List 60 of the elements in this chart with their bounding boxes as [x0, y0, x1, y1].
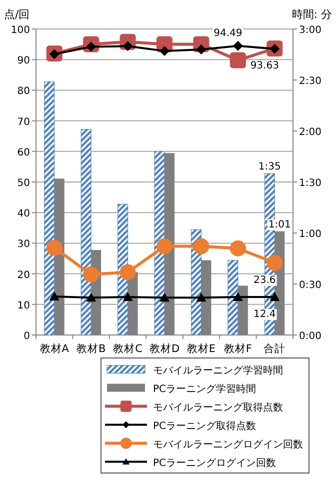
point	[270, 292, 280, 302]
bar	[80, 129, 92, 336]
x-tick-label: 教材D	[149, 342, 180, 355]
y2-tick-label: 2:30	[299, 76, 322, 87]
y2-tick-label: 1:00	[299, 229, 322, 240]
y-tick-label: 10	[17, 300, 30, 312]
legend-label: PCラーニングログイン回数	[153, 458, 276, 469]
y2-tick-label: 3:00	[299, 25, 322, 36]
point	[193, 238, 210, 254]
bar	[44, 81, 55, 336]
point	[232, 40, 243, 51]
x-tick-label: 教材A	[40, 342, 70, 355]
legend-label: モバイルラーニングログイン回数	[153, 439, 303, 450]
y2-tick-label: 2:00	[299, 127, 322, 138]
point	[49, 291, 60, 300]
point	[230, 52, 246, 68]
legend-label: PCラーニング取得点数	[153, 420, 256, 432]
legend-label: モバイルラーニング取得点数	[153, 401, 283, 414]
x-tick-label: 教材F	[224, 342, 252, 355]
y2-axis-title: 時間: 分	[292, 8, 332, 21]
point	[122, 292, 133, 302]
x-tick-label: 教材C	[113, 342, 142, 355]
y-tick-label: 0	[24, 331, 30, 342]
legend-label: モバイルラーニング学習時間	[153, 364, 283, 376]
y-tick-label: 60	[17, 147, 30, 158]
y-axis-title: 点/回	[4, 8, 30, 21]
point	[232, 292, 243, 302]
bar	[228, 260, 238, 336]
y-tick-label: 70	[17, 116, 30, 128]
point	[160, 292, 170, 302]
y-tick-label: 80	[17, 86, 30, 98]
y-tick-label: 40	[17, 208, 30, 220]
point	[120, 264, 136, 280]
y2-tick-label: 0:30	[299, 280, 322, 291]
data-label: 1:01	[268, 219, 291, 230]
data-label: 1:35	[258, 162, 281, 172]
x-tick-label: 教材E	[186, 342, 216, 355]
y2-tick-label: 0:00	[299, 331, 322, 342]
data-label: 93.63	[250, 60, 279, 72]
y2-tick-label: 1:30	[299, 178, 322, 189]
y-tick-label: 30	[17, 239, 30, 250]
y-tick-label: 20	[17, 270, 30, 281]
x-tick-label: 合計	[264, 342, 286, 355]
x-tick-label: 教材B	[76, 342, 106, 355]
bar	[154, 151, 165, 336]
point	[230, 240, 246, 256]
point	[266, 254, 283, 271]
point	[156, 238, 172, 254]
point	[86, 292, 96, 302]
legend-label: PCラーニング学習時間	[153, 382, 256, 395]
data-label: 23.6	[254, 274, 276, 286]
point	[46, 240, 62, 256]
y-tick-label: 50	[17, 178, 30, 189]
y-tick-label: 90	[17, 56, 30, 67]
y-tick-label: 100	[10, 25, 30, 36]
data-label: 12.4	[254, 309, 276, 320]
point	[196, 292, 206, 302]
data-label: 94.49	[214, 28, 242, 39]
point	[83, 266, 100, 282]
point	[160, 46, 170, 56]
